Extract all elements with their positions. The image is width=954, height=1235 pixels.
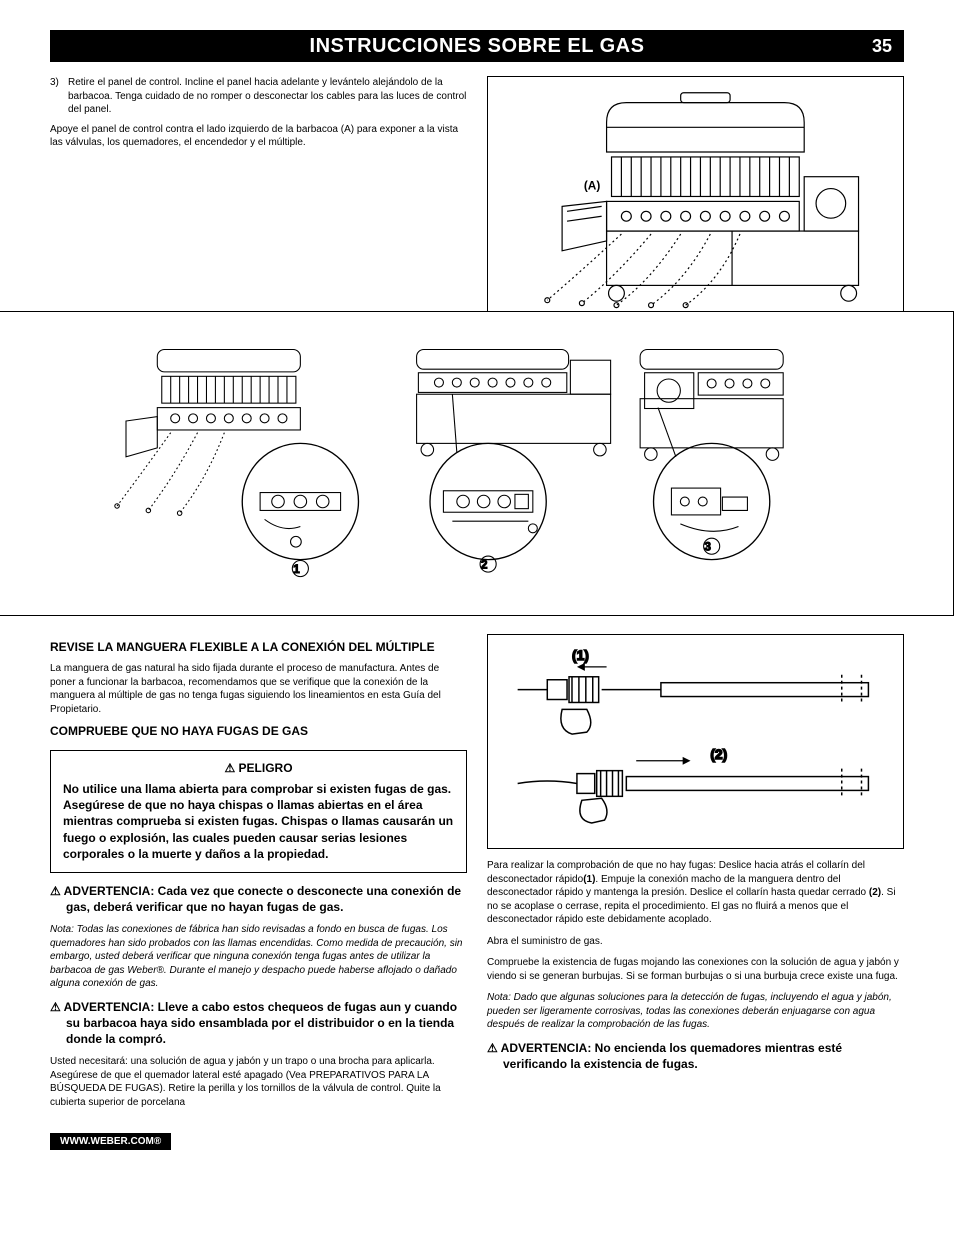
hose-heading: REVISE LA MANGUERA FLEXIBLE A LA CONEXIÓ… [50,640,467,654]
danger-box: ⚠ PELIGRO No utilice una llama abierta p… [50,750,467,873]
note-2: Nota: Dado que algunas soluciones para l… [487,991,904,1032]
grill-illustration-a: (A) [487,76,904,311]
page-number: 35 [872,36,892,57]
label-a: (A) [584,179,600,193]
hose-illustration: (1) [487,634,904,849]
bottom-section: REVISE LA MANGUERA FLEXIBLE A LA CONEXIÓ… [50,634,904,1117]
need-text: Usted necesitará: una solución de agua y… [50,1055,467,1109]
right-para-2: Abra el suministro de gas. [487,935,904,949]
hose-label-2: (2) [710,746,727,762]
wide-svg: 1 [50,312,903,615]
leak-heading: COMPRUEBE QUE NO HAYA FUGAS DE GAS [50,724,467,738]
grill-svg-a: (A) [488,77,903,311]
wide-illustration: 1 [0,311,954,616]
top-right-illustration: (A) [487,76,904,311]
warning-3: ⚠ ADVERTENCIA: No encienda los quemadore… [487,1040,904,1072]
danger-title: ⚠ PELIGRO [63,761,454,775]
right-para-1: Para realizar la comprobación de que no … [487,859,904,927]
step-text: Retire el panel de control. Incline el p… [68,76,467,117]
bottom-right-col: (1) [487,634,904,1117]
right-para-3: Compruebe la existencia de fugas mojando… [487,956,904,983]
page: INSTRUCCIONES SOBRE EL GAS 35 3) Retire … [0,0,954,1170]
footer-url: WWW.WEBER.COM® [50,1133,171,1150]
hose-label-1: (1) [572,647,589,663]
lean-panel-text: Apoye el panel de control contra el lado… [50,123,467,150]
bottom-left-col: REVISE LA MANGUERA FLEXIBLE A LA CONEXIÓ… [50,634,467,1117]
step-number: 3) [50,76,68,117]
hose-body: La manguera de gas natural ha sido fijad… [50,662,467,716]
warning-2: ⚠ ADVERTENCIA: Lleve a cabo estos cheque… [50,999,467,1048]
note-1: Nota: Todas las conexiones de fábrica ha… [50,923,467,991]
page-title: INSTRUCCIONES SOBRE EL GAS [310,35,645,58]
step-3: 3) Retire el panel de control. Incline e… [50,76,467,117]
danger-body: No utilice una llama abierta para compro… [63,781,454,862]
warning-1: ⚠ ADVERTENCIA: Cada vez que conecte o de… [50,883,467,915]
header-bar: INSTRUCCIONES SOBRE EL GAS 35 [50,30,904,62]
top-left-text: 3) Retire el panel de control. Incline e… [50,76,467,311]
hose-svg: (1) [488,635,903,848]
top-section: 3) Retire el panel de control. Incline e… [50,76,904,311]
